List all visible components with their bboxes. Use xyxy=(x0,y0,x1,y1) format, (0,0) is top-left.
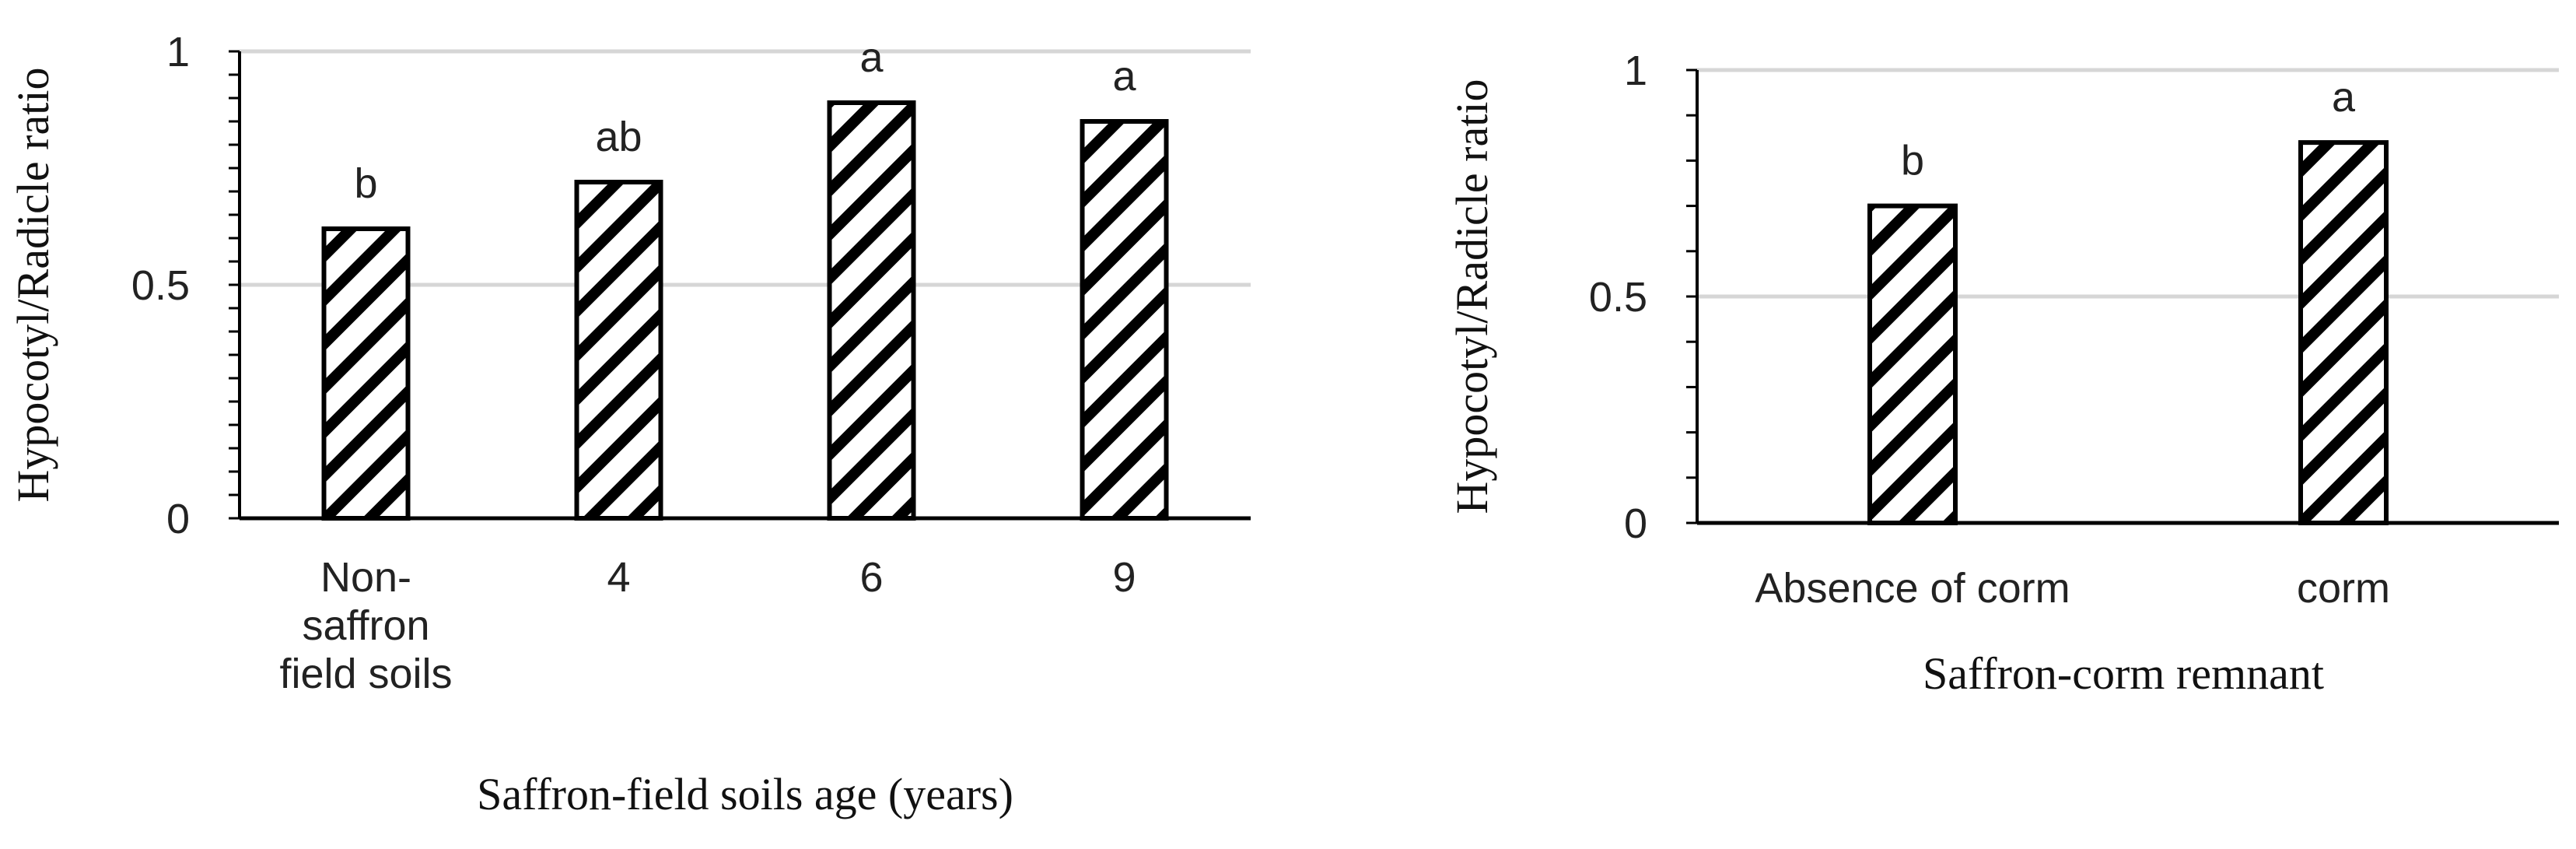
y-tick-label: 1 xyxy=(166,29,190,75)
x-tick-label: Non- xyxy=(320,554,411,601)
significance-letter: a xyxy=(1112,53,1136,100)
y-tick-label: 0.5 xyxy=(131,262,190,309)
y-axis-title: Hypocotyl/Radicle ratio xyxy=(8,68,58,503)
bar xyxy=(574,180,663,521)
x-tick-label: Absence of corm xyxy=(1755,565,2070,612)
y-tick-label: 0.5 xyxy=(1589,274,1647,321)
significance-letter: b xyxy=(1901,138,1924,184)
chart-right-axes xyxy=(1686,68,2559,525)
bar xyxy=(1080,119,1169,521)
x-axis-title: Saffron-corm remnant xyxy=(1923,648,2324,699)
bar xyxy=(827,100,916,521)
chart-right-labels: b Absence of corm a corm 0 0.5 1 Hypocotyl/Radi… xyxy=(1447,47,2390,699)
chart-right: b Absence of corm a corm 0 0.5 1 Hypocotyl/Radi… xyxy=(1447,47,2559,699)
x-tick-label: field soils xyxy=(279,651,452,697)
bar xyxy=(321,226,411,521)
significance-letter: a xyxy=(2332,74,2356,121)
bar xyxy=(2298,140,2389,525)
x-tick-label: 4 xyxy=(607,554,630,601)
significance-letter: ab xyxy=(595,114,642,160)
y-tick-label: 0 xyxy=(1624,500,1647,547)
chart-right-bars xyxy=(1867,140,2389,525)
y-axis-title: Hypocotyl/Radicle ratio xyxy=(1447,79,1497,514)
significance-letter: a xyxy=(859,34,884,81)
chart-left-bars xyxy=(321,100,1169,521)
chart-right-grid xyxy=(1697,68,2559,299)
y-tick-label: 0 xyxy=(166,496,190,542)
chart-left-axes xyxy=(229,50,1251,521)
x-tick-label: 6 xyxy=(859,554,883,601)
significance-letter: b xyxy=(354,160,377,207)
x-tick-label: saffron xyxy=(302,602,429,649)
x-tick-label: corm xyxy=(2297,565,2390,612)
x-tick-label: 9 xyxy=(1112,554,1136,601)
bar xyxy=(1867,203,1958,525)
x-axis-title: Saffron-field soils age (years) xyxy=(477,769,1013,819)
y-tick-label: 1 xyxy=(1624,47,1647,94)
